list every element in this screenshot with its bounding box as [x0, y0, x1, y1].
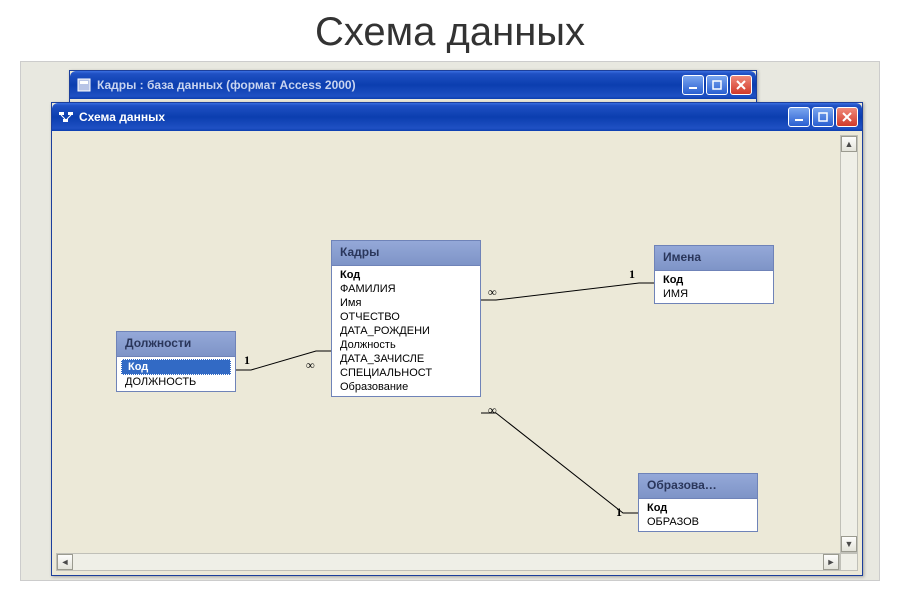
entity-field[interactable]: Имя	[334, 296, 470, 310]
relationships-window-titlebar[interactable]: Схема данных	[52, 103, 862, 131]
canvas-wrap: ДолжностиКодДОЛЖНОСТЬКадрыКодФАМИЛИЯИмяО…	[56, 135, 858, 571]
entity-body: КодИМЯ	[655, 271, 773, 303]
entity-field[interactable]: ДАТА_РОЖДЕНИ	[334, 324, 470, 338]
entity-field[interactable]: ОТЧЕСТВО	[334, 310, 470, 324]
relationships-icon	[58, 109, 74, 125]
entity-header[interactable]: Имена	[655, 246, 773, 271]
entity-field[interactable]: ДОЛЖНОСТЬ	[119, 375, 233, 389]
entity-names[interactable]: ИменаКодИМЯ	[654, 245, 774, 304]
entity-field[interactable]: СПЕЦИАЛЬНОСТ	[334, 366, 470, 380]
entity-field[interactable]: ФАМИЛИЯ	[334, 282, 470, 296]
cardinality-one-label: 1	[244, 353, 250, 368]
entity-field[interactable]: ОБРАЗОВ	[641, 515, 755, 529]
entity-body: КодДОЛЖНОСТЬ	[117, 357, 235, 391]
relationships-window-title: Схема данных	[79, 110, 165, 124]
entity-body: КодФАМИЛИЯИмяОТЧЕСТВОДАТА_РОЖДЕНИДолжнос…	[332, 266, 472, 396]
scroll-track[interactable]	[73, 554, 823, 570]
entity-field[interactable]: ДАТА_ЗАЧИСЛЕ	[334, 352, 470, 366]
maximize-button[interactable]	[706, 75, 728, 95]
scroll-corner	[840, 553, 858, 571]
entity-field[interactable]: Образование	[334, 380, 470, 394]
entity-staff[interactable]: КадрыКодФАМИЛИЯИмяОТЧЕСТВОДАТА_РОЖДЕНИДо…	[331, 240, 481, 397]
close-button[interactable]	[730, 75, 752, 95]
cardinality-many-label: ∞	[488, 285, 497, 300]
relationships-window: Схема данных ДолжностиКодДОЛЖНОСТЬКадрыК…	[51, 102, 863, 576]
entity-header[interactable]: Должности	[117, 332, 235, 357]
minimize-button[interactable]	[682, 75, 704, 95]
cardinality-many-label: ∞	[306, 358, 315, 373]
relationship-canvas[interactable]: ДолжностиКодДОЛЖНОСТЬКадрыКодФАМИЛИЯИмяО…	[56, 135, 840, 553]
scroll-up-button[interactable]: ▲	[841, 136, 857, 152]
maximize-button[interactable]	[812, 107, 834, 127]
scroll-left-button[interactable]: ◄	[57, 554, 73, 570]
cardinality-one-label: 1	[616, 505, 622, 520]
entity-field[interactable]: Код	[641, 501, 755, 515]
entity-header[interactable]: Кадры	[332, 241, 480, 266]
close-button[interactable]	[836, 107, 858, 127]
cardinality-many-label: ∞	[488, 403, 497, 418]
db-window-title: Кадры : база данных (формат Access 2000)	[97, 78, 356, 92]
entity-positions[interactable]: ДолжностиКодДОЛЖНОСТЬ	[116, 331, 236, 392]
db-icon	[76, 77, 92, 93]
scroll-right-button[interactable]: ►	[823, 554, 839, 570]
entity-education[interactable]: Образова…КодОБРАЗОВ	[638, 473, 758, 532]
horizontal-scrollbar[interactable]: ◄ ►	[56, 553, 840, 571]
page-title: Схема данных	[0, 0, 900, 61]
entity-header[interactable]: Образова…	[639, 474, 757, 499]
entity-body: КодОБРАЗОВ	[639, 499, 757, 531]
scroll-down-button[interactable]: ▼	[841, 536, 857, 552]
entity-field[interactable]: ИМЯ	[657, 287, 771, 301]
vertical-scrollbar[interactable]: ▲ ▼	[840, 135, 858, 553]
entity-field[interactable]: Код	[657, 273, 771, 287]
cardinality-one-label: 1	[629, 267, 635, 282]
desktop-area: Кадры : база данных (формат Access 2000)…	[20, 61, 880, 581]
minimize-button[interactable]	[788, 107, 810, 127]
db-window-titlebar[interactable]: Кадры : база данных (формат Access 2000)	[70, 71, 756, 99]
entity-field[interactable]: Код	[121, 359, 231, 375]
entity-field[interactable]: Должность	[334, 338, 470, 352]
scroll-track[interactable]	[841, 152, 857, 536]
entity-field[interactable]: Код	[334, 268, 470, 282]
